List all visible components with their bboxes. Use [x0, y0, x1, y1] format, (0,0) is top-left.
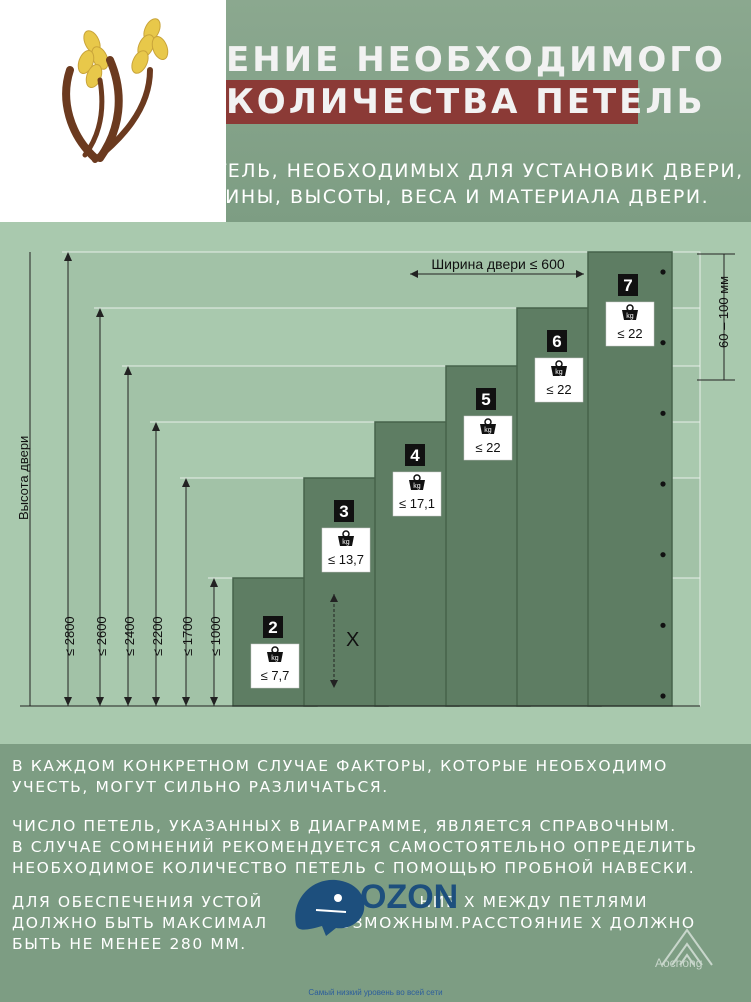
mountain-watermark-icon — [661, 928, 713, 966]
height-dimension-6: ≤ 2600 — [94, 307, 517, 706]
door-4: 4 kg ≤ 17,1 — [374, 421, 460, 707]
gap-dimension: 60 – 100 мм — [697, 253, 735, 381]
note-paragraph-3: ДЛЯ ОБЕСПЕЧЕНИЯ УСТОЙ НИЕ X МЕЖДУ ПЕТЛЯМ… — [12, 892, 747, 955]
hinge-dot — [660, 481, 666, 487]
hinge-count-badge-4 — [405, 444, 425, 466]
door-panel-4 — [374, 421, 460, 707]
door-3: 3 kg ≤ 13,7 — [303, 477, 389, 707]
note-2-line-1: ЧИСЛО ПЕТЕЛЬ, УКАЗАННЫХ В ДИАГРАММЕ, ЯВЛ… — [12, 817, 677, 835]
intro-line-2: ЗАВИСИТ ОТ ШИРИНЫ, ВЫСОТЫ, ВЕСА И МАТЕРИ… — [28, 186, 710, 208]
door-6: 6 kg ≤ 22 — [516, 307, 602, 707]
note-paragraph-2: ЧИСЛО ПЕТЕЛЬ, УКАЗАННЫХ В ДИАГРАММЕ, ЯВЛ… — [12, 816, 747, 879]
weight-value-6: ≤ 22 — [546, 382, 571, 397]
hinge-dot — [660, 269, 666, 275]
title-line-2: КОЛИЧЕСТВА ПЕТЕЛЬ — [226, 82, 706, 122]
intro-text: КОЛИЧЕСТВО ПЕТЕЛЬ, НЕОБХОДИМЫХ ДЛЯ УСТАН… — [28, 158, 744, 210]
note-2-line-2: В СЛУЧАЕ СОМНЕНИЙ РЕКОМЕНДУЕТСЯ САМОСТОЯ… — [12, 838, 698, 856]
weight-value-3: ≤ 13,7 — [328, 552, 364, 567]
hinge-count-6: 6 — [552, 332, 561, 351]
weight-card-2 — [250, 643, 300, 689]
kettlebell-icon — [338, 536, 354, 546]
weight-value-7: ≤ 22 — [617, 326, 642, 341]
x-label: X — [346, 629, 359, 651]
note-3-line-3: БЫТЬ НЕ МЕНЕЕ 280 ММ. — [12, 935, 247, 953]
kettlebell-icon — [267, 652, 283, 662]
weight-card-7 — [605, 301, 655, 347]
hinge-dot — [660, 552, 666, 558]
hinge-count-5: 5 — [481, 390, 490, 409]
height-dimension-4: ≤ 2200 — [150, 421, 375, 706]
note-3-line-2: ДОЛЖНО БЫТЬ МАКСИМАЛ ВОЗМОЖНЫМ.РАССТОЯНИ… — [12, 914, 696, 932]
weight-card-4 — [392, 471, 442, 517]
height-dimension-2: ≤ 1000 — [208, 577, 233, 706]
dinosaur-watermark-icon — [295, 879, 365, 936]
width-label: Ширина двери ≤ 600 — [431, 256, 565, 272]
hinge-count-4: 4 — [410, 446, 420, 465]
kg-label: kg — [626, 313, 634, 320]
hinge-count-badge-3 — [334, 500, 354, 522]
note-1-line-2: УЧЕСТЬ, МОГУТ СИЛЬНО РАЗЛИЧАТЬСЯ. — [12, 778, 389, 796]
weight-value-5: ≤ 22 — [475, 440, 500, 455]
weight-card-6 — [534, 357, 584, 403]
hinge-count-badge-2 — [263, 616, 283, 638]
note-3-line-1: ДЛЯ ОБЕСПЕЧЕНИЯ УСТОЙ НИЕ X МЕЖДУ ПЕТЛЯМ… — [12, 893, 649, 911]
weight-card-3 — [321, 527, 371, 573]
height-label-7: ≤ 2800 — [62, 616, 77, 656]
note-paragraph-1: В КАЖДОМ КОНКРЕТНОМ СЛУЧАЕ ФАКТОРЫ, КОТО… — [12, 756, 747, 798]
door-2: 2 kg ≤ 7,7 — [232, 577, 318, 707]
height-dimension-3: ≤ 1700 — [180, 477, 304, 706]
kettlebell-icon — [551, 366, 567, 376]
kettlebell-icon — [622, 310, 638, 320]
kg-label: kg — [555, 369, 563, 376]
width-dimension: Ширина двери ≤ 600 — [410, 256, 584, 278]
title-line-1: ЕНИЕ НЕОБХОДИМОГО — [226, 40, 726, 80]
height-axis-label: Высота двери — [16, 436, 31, 520]
height-dimension-5: ≤ 2400 — [122, 365, 446, 706]
weight-value-4: ≤ 17,1 — [399, 496, 435, 511]
note-2-line-3: НЕОБХОДИМОЕ КОЛИЧЕСТВО ПЕТЕЛЬ С ПОМОЩЬЮ … — [12, 859, 696, 877]
gap-label: 60 – 100 мм — [716, 276, 731, 348]
hinge-count-7: 7 — [623, 276, 632, 295]
wheat-logo — [0, 0, 226, 222]
hinge-count-badge-5 — [476, 388, 496, 410]
height-label-4: ≤ 2200 — [150, 616, 165, 656]
height-label-6: ≤ 2600 — [94, 616, 109, 656]
height-label-2: ≤ 1000 — [208, 616, 223, 656]
kg-label: kg — [413, 483, 421, 490]
ozon-watermark: OZON — [360, 878, 459, 916]
door-7: 7 kg ≤ 22 — [587, 251, 673, 707]
kettlebell-icon — [480, 424, 496, 434]
kettlebell-icon — [409, 480, 425, 490]
height-label-5: ≤ 2400 — [122, 616, 137, 656]
hinge-dot — [660, 693, 666, 699]
hinge-count-3: 3 — [339, 502, 348, 521]
height-label-3: ≤ 1700 — [180, 616, 195, 656]
intro-line-1: КОЛИЧЕСТВО ПЕТЕЛЬ, НЕОБХОДИМЫХ ДЛЯ УСТАН… — [28, 160, 744, 182]
kg-label: kg — [342, 539, 350, 546]
hinge-count-2: 2 — [268, 618, 277, 637]
door-5: 5 kg ≤ 22 — [445, 365, 531, 707]
note-1-line-1: В КАЖДОМ КОНКРЕТНОМ СЛУЧАЕ ФАКТОРЫ, КОТО… — [12, 757, 668, 775]
height-dimension-7: ≤ 2800 — [62, 251, 588, 706]
hinge-dot — [660, 622, 666, 628]
hinge-diagram: ≤ 1000 ≤ 1700 ≤ 2200 ≤ 2400 ≤ 2600 ≤ 2800 2 kg… — [16, 251, 735, 707]
weight-value-2: ≤ 7,7 — [261, 668, 290, 683]
hinge-dot — [660, 340, 666, 346]
x-dimension: X — [330, 594, 359, 688]
hinge-dot — [660, 410, 666, 416]
footer-caption: Самый низкий уровень во всей сети — [308, 988, 443, 997]
kg-label: kg — [271, 655, 279, 662]
aochong-watermark: Aochong — [655, 956, 703, 970]
weight-card-5 — [463, 415, 513, 461]
kg-label: kg — [484, 427, 492, 434]
hinge-count-badge-6 — [547, 330, 567, 352]
hinge-count-badge-7 — [618, 274, 638, 296]
